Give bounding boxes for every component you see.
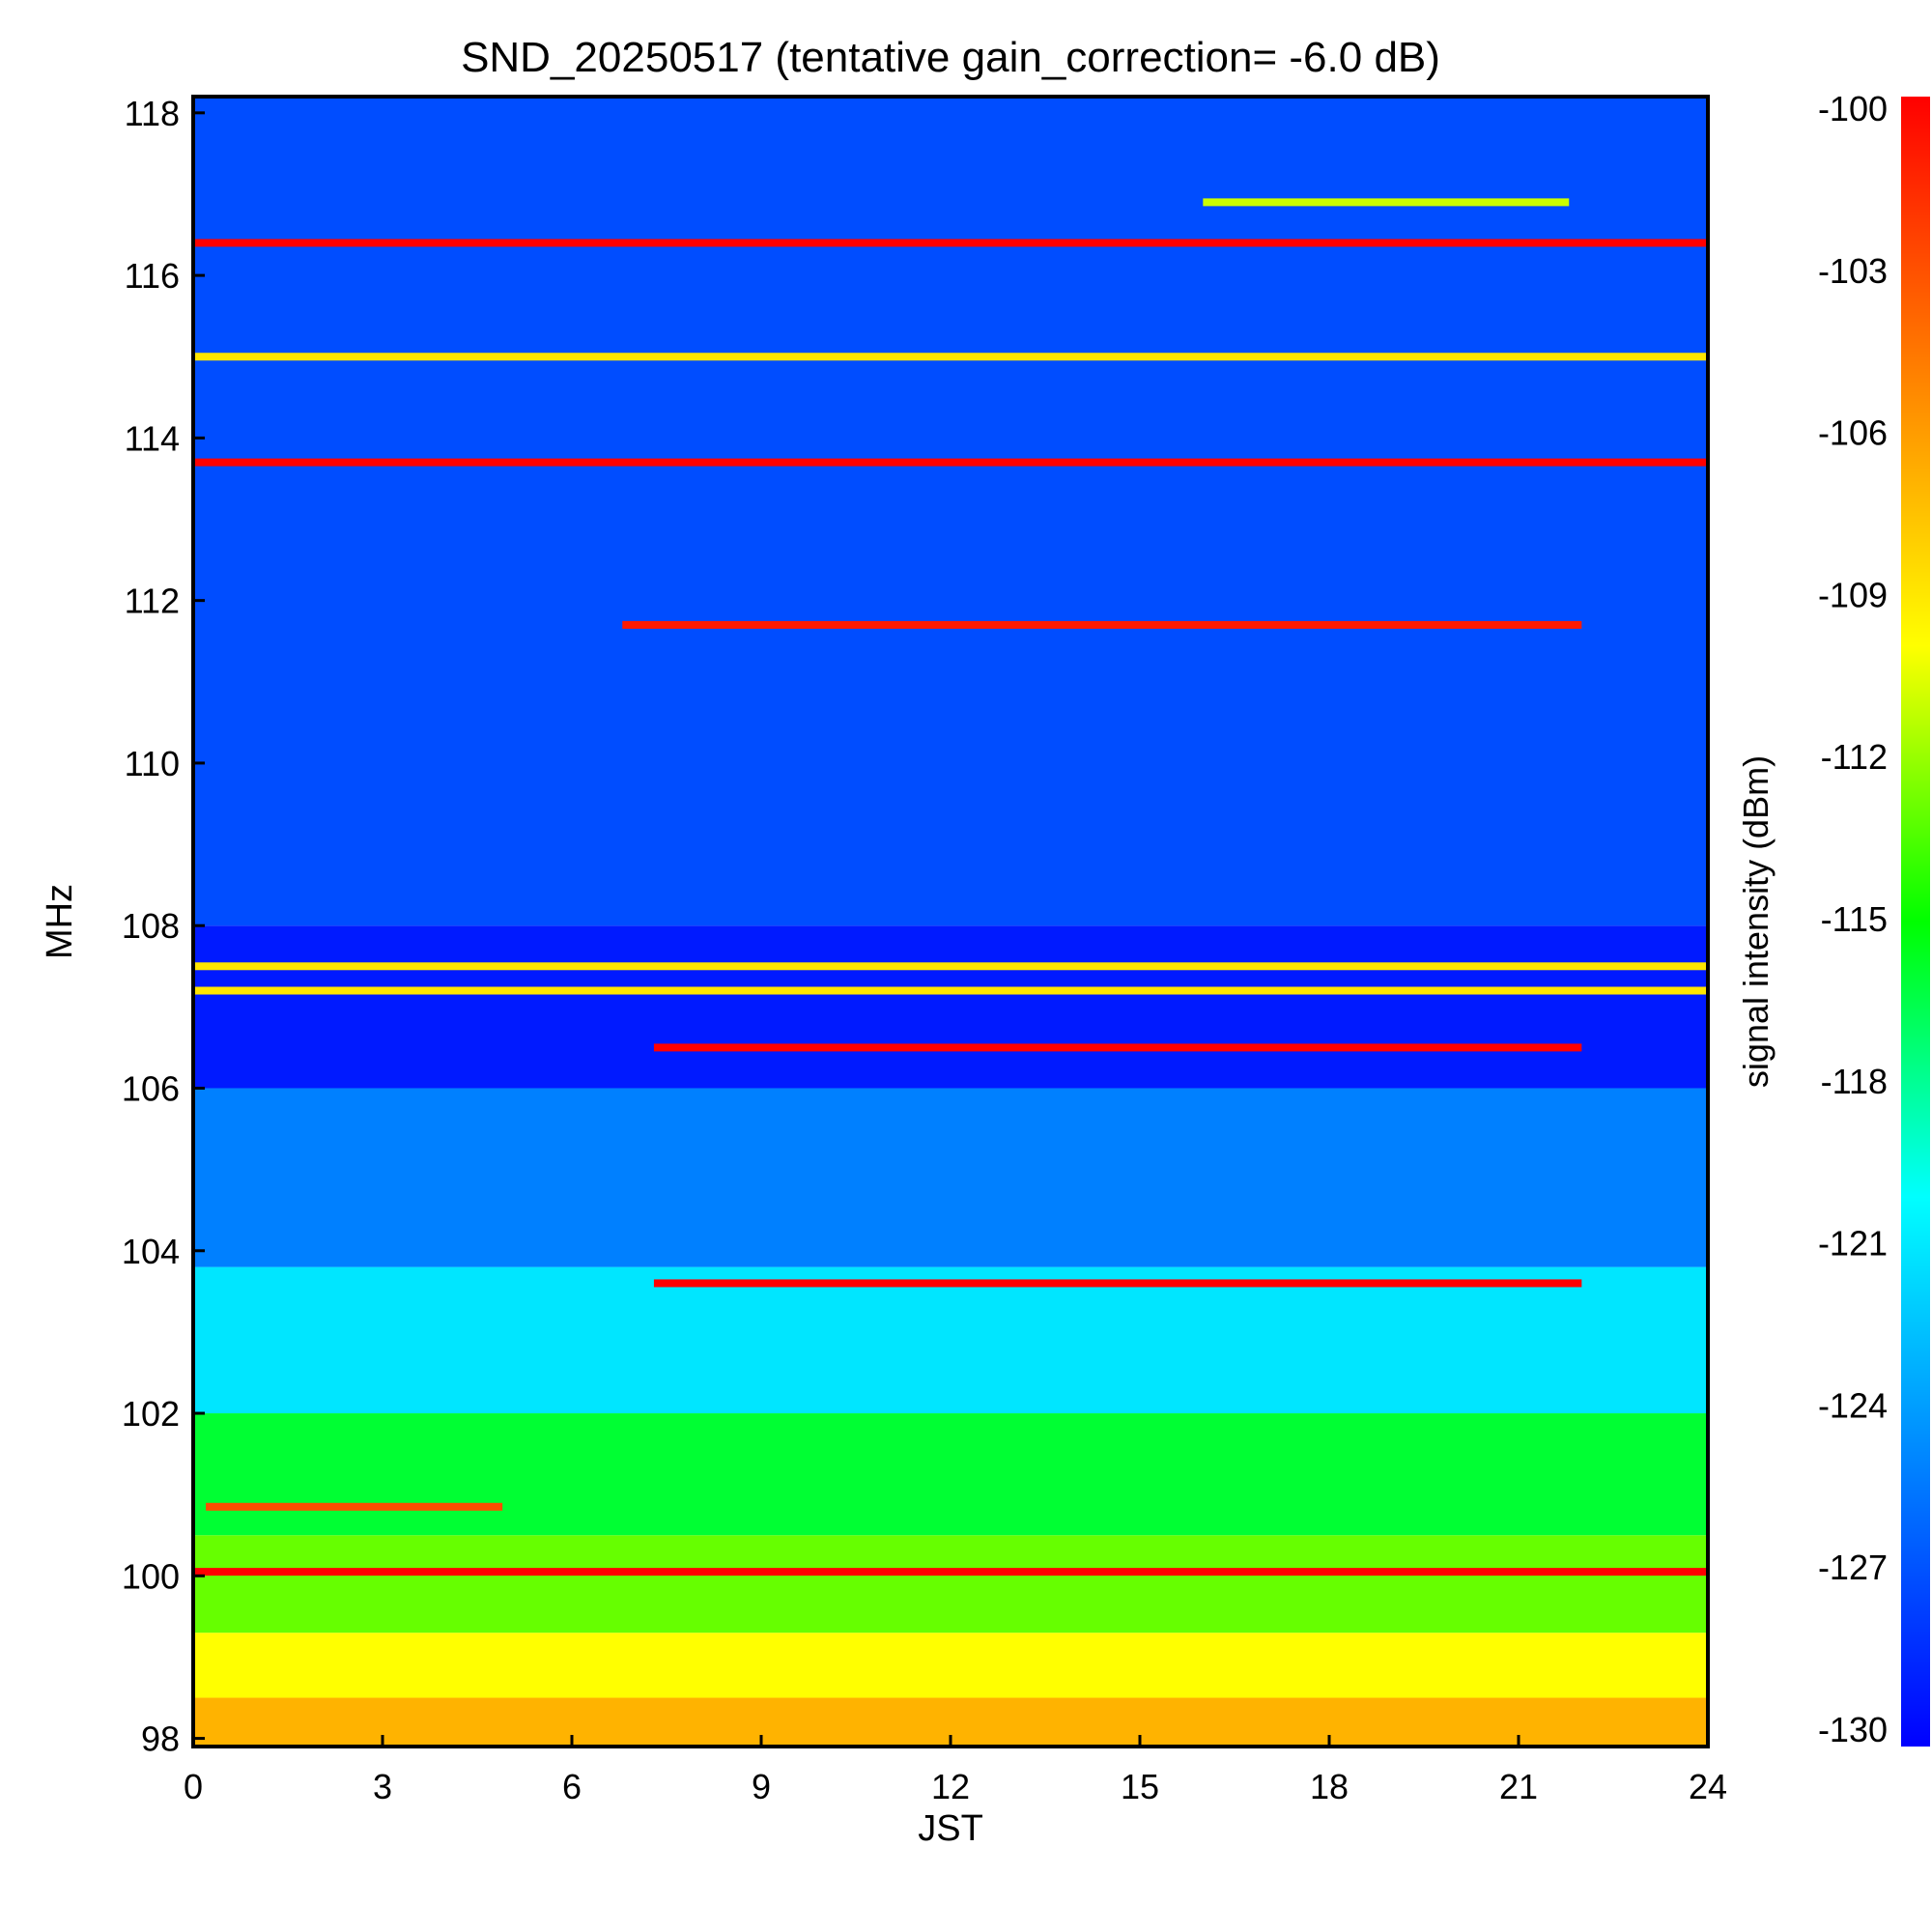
y-tick-label: 108 bbox=[122, 906, 180, 946]
colorbar-tick-label: -130 bbox=[1818, 1710, 1888, 1749]
signal-trace-1 bbox=[193, 353, 1708, 361]
y-tick-labels: 98 100 102 104 106 108 110 112 114 116 118 bbox=[122, 94, 180, 1759]
x-axis-label: JST bbox=[918, 1808, 983, 1849]
colorbar-tick-label: -118 bbox=[1821, 1062, 1888, 1101]
colorbar bbox=[1901, 97, 1930, 1747]
noise-band-3 bbox=[193, 1413, 1708, 1536]
colorbar-tick-label: -124 bbox=[1818, 1385, 1888, 1425]
y-tick-label: 112 bbox=[125, 582, 180, 621]
y-tick-label: 116 bbox=[125, 256, 180, 296]
heatmap-area bbox=[193, 97, 1708, 1747]
x-tick-label: 21 bbox=[1499, 1767, 1538, 1806]
colorbar-tick-labels: -100 -103 -106 -109 -112 -115 -118 -121 -124 -127… bbox=[1818, 89, 1888, 1749]
signal-traces bbox=[193, 198, 1708, 1577]
x-tick-labels: 0 3 6 9 12 15 18 21 24 bbox=[184, 1767, 1727, 1806]
x-tick-label: 12 bbox=[931, 1767, 970, 1806]
x-tick-label: 3 bbox=[373, 1767, 392, 1806]
colorbar-tick-label: -121 bbox=[1818, 1224, 1888, 1264]
y-axis-label: MHz bbox=[40, 884, 80, 959]
y-tick-label: 110 bbox=[125, 744, 180, 783]
colorbar-tick-label: -106 bbox=[1818, 413, 1888, 453]
signal-trace-9 bbox=[193, 1568, 1708, 1577]
x-tick-label: 15 bbox=[1121, 1767, 1159, 1806]
colorbar-tick-label: -112 bbox=[1821, 737, 1888, 777]
signal-trace-7 bbox=[653, 1043, 1582, 1052]
y-tick-label: 106 bbox=[122, 1068, 180, 1108]
colorbar-tick-label: -103 bbox=[1818, 251, 1888, 291]
noise-band-2 bbox=[193, 1535, 1708, 1634]
colorbar-label: signal intensity (dBm) bbox=[1736, 755, 1776, 1088]
colorbar-tick-label: -109 bbox=[1818, 575, 1888, 614]
signal-trace-10 bbox=[206, 1502, 503, 1511]
chart-title: SND_20250517 (tentative gain_correction=… bbox=[461, 34, 1440, 81]
signal-trace-4 bbox=[1203, 198, 1570, 207]
signal-trace-0 bbox=[193, 239, 1708, 247]
x-tick-label: 24 bbox=[1689, 1767, 1727, 1806]
x-tick-label: 6 bbox=[562, 1767, 582, 1806]
signal-trace-5 bbox=[193, 962, 1708, 971]
signal-trace-6 bbox=[193, 986, 1708, 995]
noise-band-5 bbox=[193, 1088, 1708, 1267]
signal-trace-8 bbox=[653, 1279, 1582, 1288]
signal-trace-2 bbox=[193, 458, 1708, 467]
y-tick-label: 114 bbox=[125, 418, 180, 458]
noise-band-7 bbox=[193, 97, 1708, 926]
signal-trace-3 bbox=[622, 620, 1582, 629]
colorbar-tick-label: -115 bbox=[1821, 899, 1888, 939]
noise-band-6 bbox=[193, 925, 1708, 1089]
x-tick-label: 9 bbox=[752, 1767, 771, 1806]
y-tick-label: 102 bbox=[122, 1394, 180, 1434]
colorbar-tick-label: -100 bbox=[1818, 89, 1888, 128]
plot-frame bbox=[191, 95, 1710, 1748]
noise-band-1 bbox=[193, 1633, 1708, 1698]
colorbar-tick-label: -127 bbox=[1818, 1548, 1888, 1587]
x-tick-label: 18 bbox=[1310, 1767, 1349, 1806]
noise-band-4 bbox=[193, 1266, 1708, 1414]
x-tick-label: 0 bbox=[184, 1767, 203, 1806]
y-tick-label: 100 bbox=[122, 1556, 180, 1596]
y-tick-label: 98 bbox=[141, 1719, 180, 1759]
y-tick-label: 118 bbox=[125, 94, 180, 133]
y-tick-label: 104 bbox=[122, 1232, 180, 1271]
